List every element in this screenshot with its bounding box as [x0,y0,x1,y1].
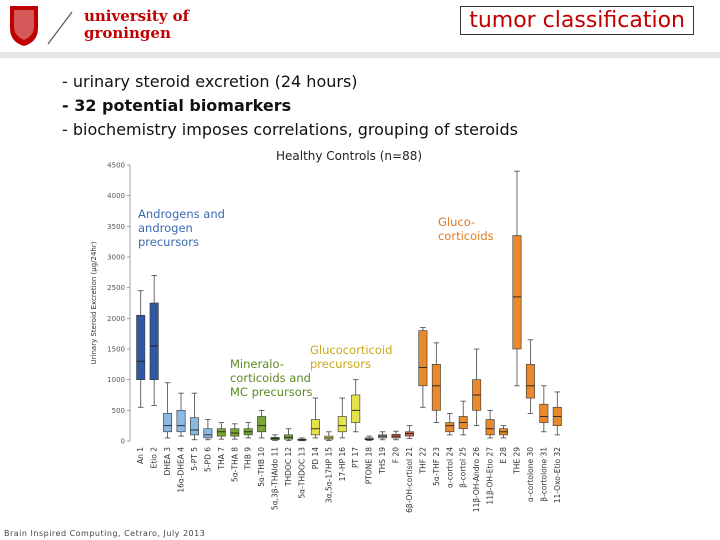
x-tick-label: 3α,5α-17HP 15 [324,447,333,503]
x-tick-label: THF 22 [418,447,427,475]
x-tick-label: E 28 [499,447,508,464]
y-tick-label: 500 [112,407,125,415]
y-tick-label: 2000 [107,315,125,323]
box [149,302,159,380]
chart-bg [88,148,570,520]
box [136,314,146,380]
x-tick-label: F 20 [392,447,401,463]
x-tick-label: An 1 [136,447,145,464]
x-tick-label: α-cortol 24 [445,447,454,488]
annotation: androgen [138,221,193,235]
x-tick-label: 5α-THB 10 [257,447,266,487]
y-tick-label: 4000 [107,192,125,200]
bullet: - urinary steroid excretion (24 hours) [62,72,358,91]
logo-line: groningen [84,24,171,42]
box [351,394,361,423]
y-tick-label: 2500 [107,284,125,292]
box [445,422,455,433]
annotation: precursors [310,357,371,371]
box [418,330,428,387]
x-tick-label: THA 7 [217,447,226,471]
box [203,428,213,439]
annotation: Mineralo- [230,357,284,371]
x-tick-label: β-cortol 25 [459,447,468,488]
logo-line: university of [84,7,190,25]
box [230,428,240,437]
x-tick-label: PT 17 [351,447,360,468]
box [431,364,441,411]
x-tick-label: THDOC 12 [284,447,293,487]
logo-text: university of groningen [84,8,189,42]
logo-mark [10,6,73,46]
x-tick-label: PD 14 [311,447,320,469]
header-band [0,52,720,58]
annotation: Androgens and [138,207,225,221]
chart-title: Healthy Controls (n=88) [276,149,422,163]
footer: Brain Inspired Computing, Cetraro, July … [4,529,206,538]
box [337,416,347,433]
bullet-list: - urinary steroid excretion (24 hours) -… [62,70,518,142]
box [257,416,267,433]
annotation: Glucocorticoid [310,343,392,357]
chart: Healthy Controls (n=88) Urinary Steroid E… [88,148,570,520]
annotation: corticoids and [230,371,311,385]
y-tick-label: 1500 [107,346,125,354]
x-tick-label: β-cortolone 31 [539,447,548,502]
y-tick-label: 3500 [107,223,125,231]
x-tick-label: DHEA 3 [163,447,172,476]
x-tick-label: 5α,3β-THAldo 11 [271,447,280,510]
bullet: - biochemistry imposes correlations, gro… [62,120,518,139]
box [525,364,535,399]
x-tick-label: 5-PT 5 [190,447,199,471]
x-tick-label: THB 9 [244,447,253,471]
x-tick-label: PTONE 18 [365,447,374,485]
box [176,410,186,433]
box [512,235,522,350]
annotation: MC precursors [230,385,313,399]
x-tick-label: α-cortolone 30 [526,447,535,502]
y-tick-label: 3000 [107,254,125,262]
x-tick-label: 11-Oxo-Etio 32 [553,447,562,504]
y-tick-label: 1000 [107,376,125,384]
annotation: precursors [138,235,199,249]
box [216,428,226,437]
x-tick-label: 11β-OH-Etio 27 [486,447,495,505]
box [539,403,549,423]
box [310,419,320,436]
x-tick-label: 5α-THF 23 [432,447,441,486]
x-tick-label: 11β-OH-Andro 26 [472,447,481,512]
x-tick-label: THE 29 [512,447,521,475]
x-tick-label: 5α-THDOC 13 [297,447,306,499]
x-tick-label: 6β-OH-cortisol 21 [405,447,414,513]
box [190,417,199,436]
y-tick-label: 0 [121,438,125,446]
box [163,413,173,433]
x-tick-label: 5α-THA 8 [230,447,239,482]
slide-title: tumor classification [460,6,694,35]
bullet: - 32 potential biomarkers [62,96,292,115]
x-tick-label: 16α-DHEA 4 [177,447,186,493]
y-axis-label: Urinary Steroid Excretion (µg/24hr) [90,241,98,364]
annotation: corticoids [438,229,494,243]
y-tick-label: 4500 [107,162,125,170]
box [485,419,495,436]
x-tick-label: THS 19 [378,447,387,475]
x-tick-label: Etio 2 [150,447,159,469]
x-tick-label: 17-HP 16 [338,447,347,482]
x-tick-label: 5-PD 6 [203,447,212,472]
annotation: Gluco- [438,215,475,229]
